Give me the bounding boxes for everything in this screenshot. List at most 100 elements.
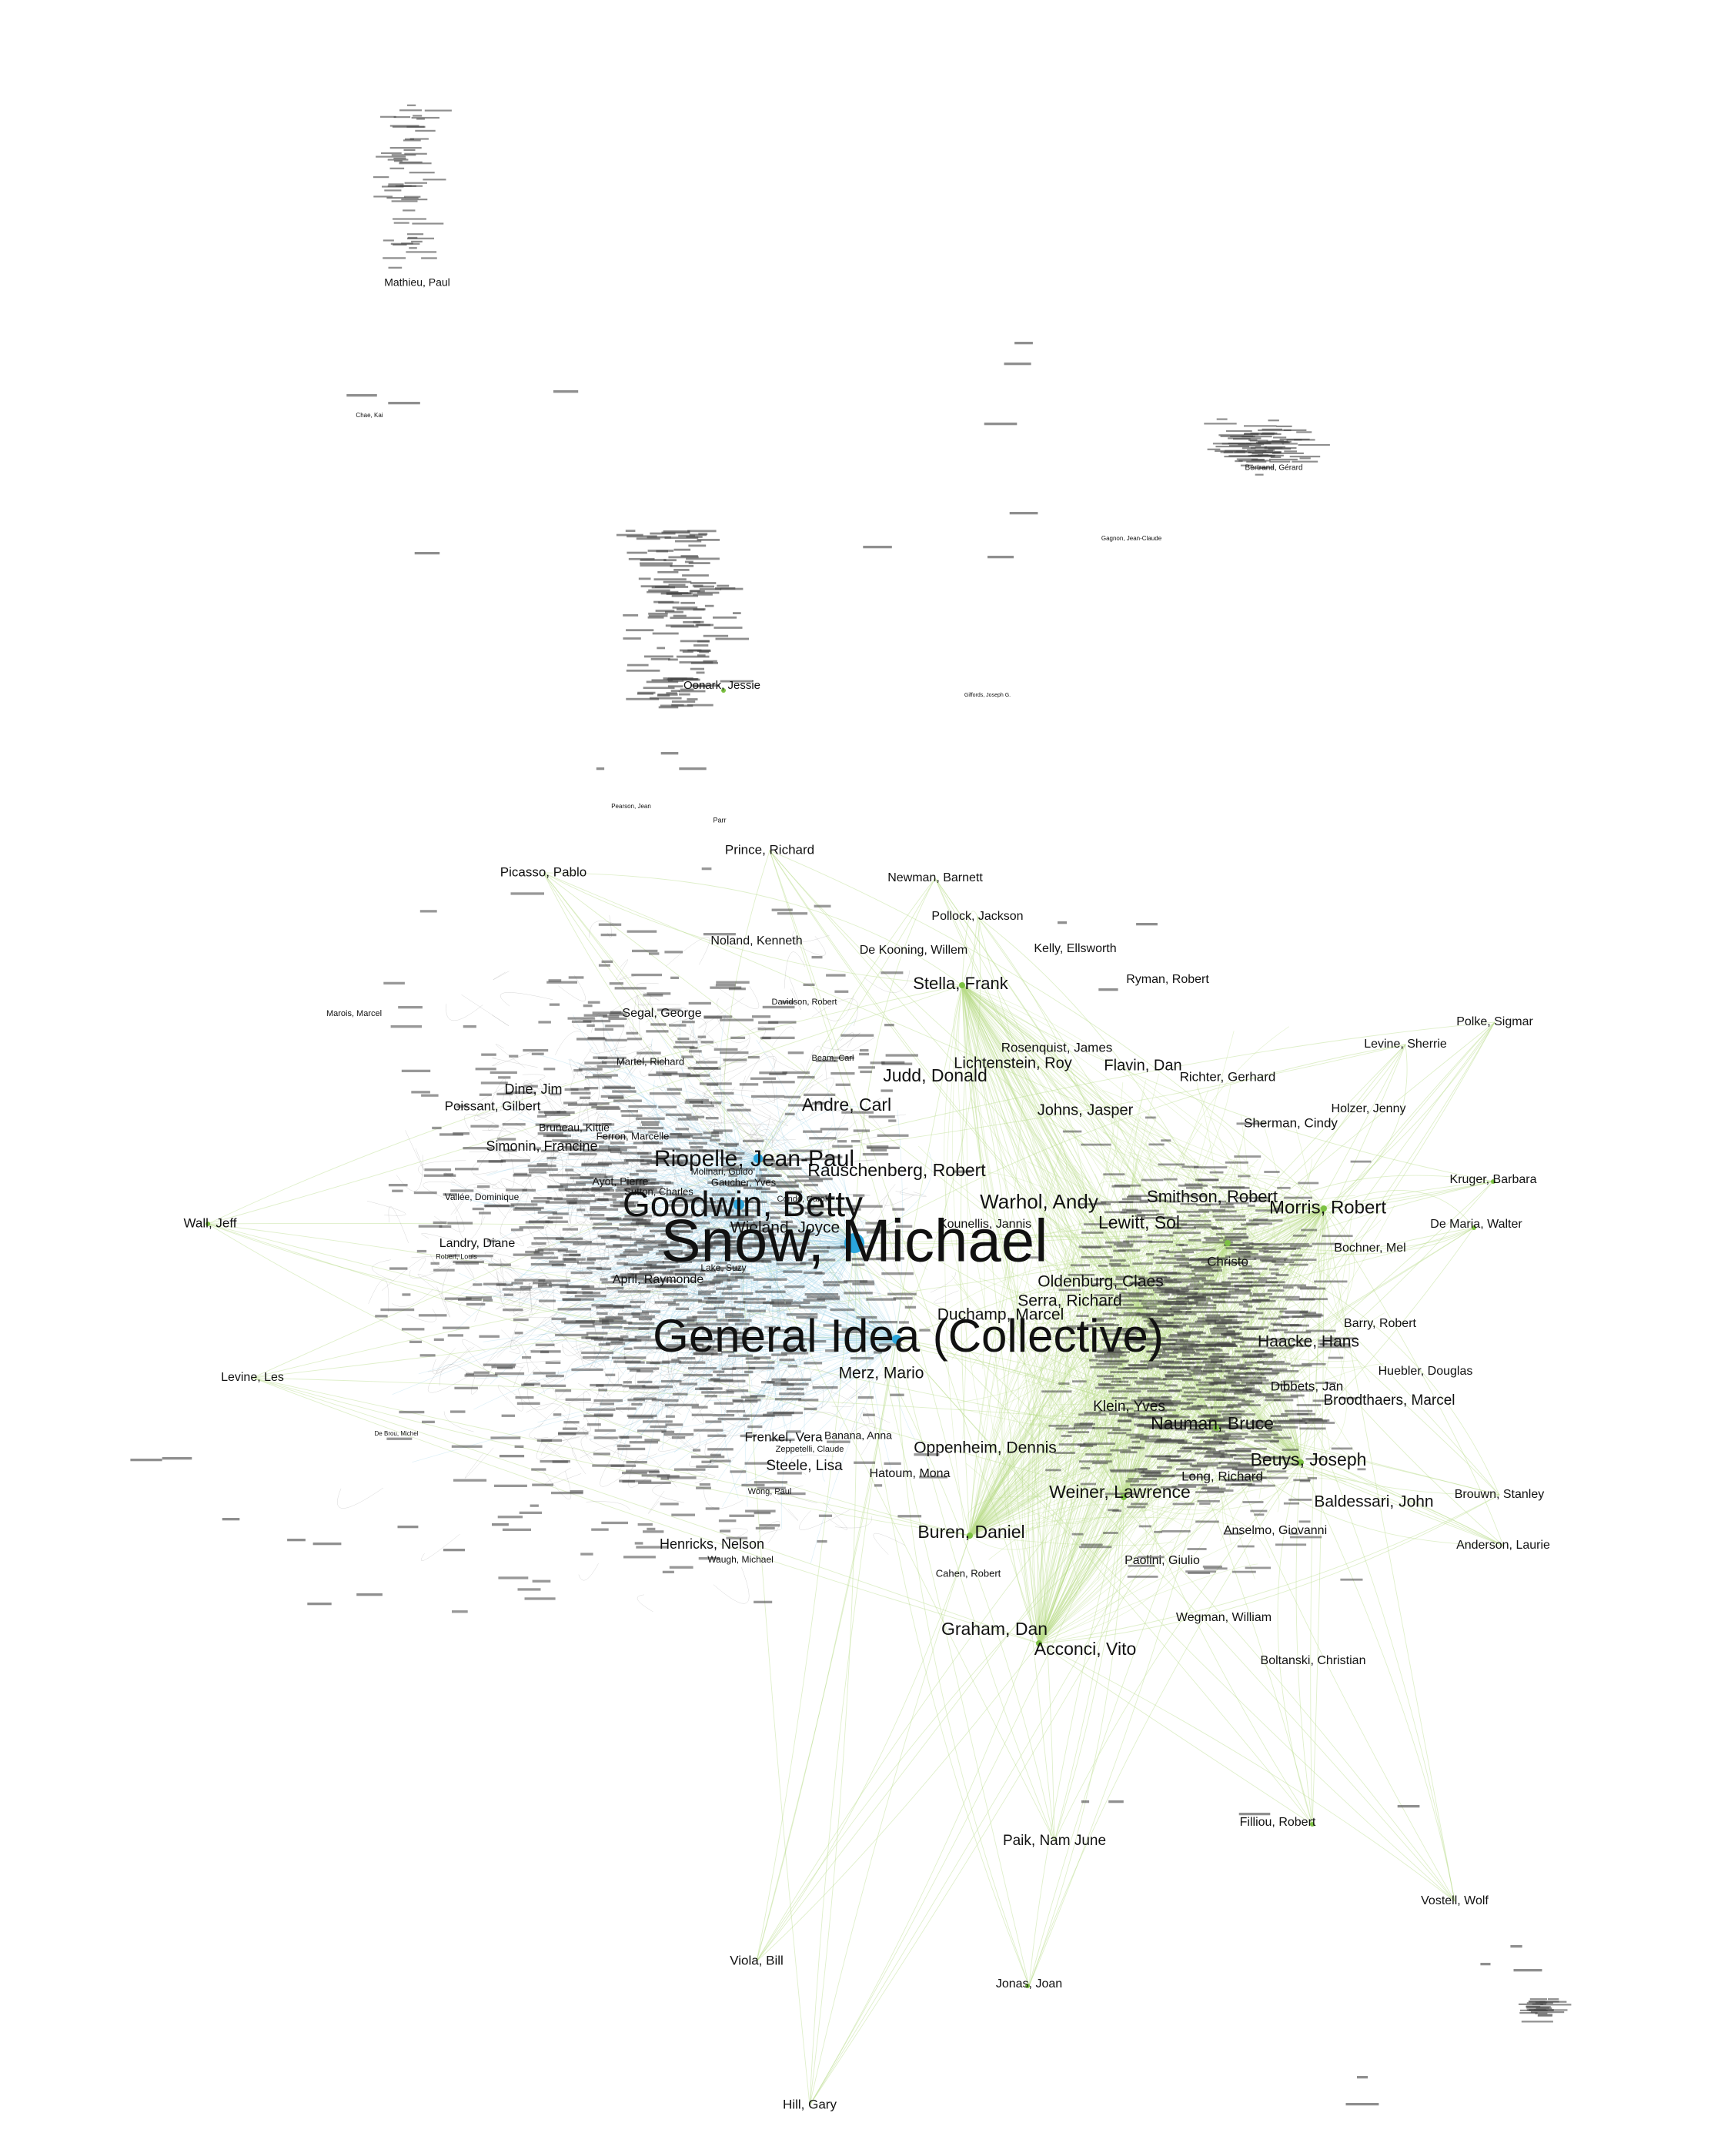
label-beuys[interactable]: Beuys, Joseph xyxy=(1251,1449,1367,1469)
label-lake[interactable]: Lake, Suzy xyxy=(700,1262,746,1273)
label-zeppetelli[interactable]: Zeppetelli, Claude xyxy=(776,1445,844,1454)
label-levine-sherrie[interactable]: Levine, Sherrie xyxy=(1364,1038,1447,1051)
label-lichtenstein[interactable]: Lichtenstein, Roy xyxy=(954,1055,1071,1071)
label-simonin[interactable]: Simonin, Francine xyxy=(486,1138,597,1154)
label-buren[interactable]: Buren, Daniel xyxy=(917,1522,1024,1542)
label-henricks[interactable]: Henricks, Nelson xyxy=(660,1536,764,1552)
label-ryman[interactable]: Ryman, Robert xyxy=(1126,973,1209,986)
label-cahen[interactable]: Cahen, Robert xyxy=(936,1567,1001,1579)
label-viola[interactable]: Viola, Bill xyxy=(730,1953,784,1967)
label-vostell[interactable]: Vostell, Wolf xyxy=(1421,1894,1489,1907)
label-chae[interactable]: Chae, Kai xyxy=(356,412,383,419)
label-waugh[interactable]: Waugh, Michael xyxy=(707,1554,774,1565)
label-sutton[interactable]: Sutton, Charles xyxy=(624,1185,693,1197)
label-lewitt[interactable]: Lewitt, Sol xyxy=(1098,1212,1180,1232)
label-paik[interactable]: Paik, Nam June xyxy=(1003,1833,1106,1849)
label-wong[interactable]: Wong, Paul xyxy=(748,1487,792,1496)
label-dine[interactable]: Dine, Jim xyxy=(504,1081,562,1097)
label-broodthaers[interactable]: Broodthaers, Marcel xyxy=(1323,1392,1455,1409)
label-klein[interactable]: Klein, Yves xyxy=(1093,1399,1165,1415)
label-ferron[interactable]: Ferron, Marcelle xyxy=(597,1130,670,1142)
label-filliou[interactable]: Filliou, Robert xyxy=(1240,1816,1316,1829)
label-poissant[interactable]: Poissant, Gilbert xyxy=(445,1098,541,1113)
label-davidson[interactable]: Davidson, Robert xyxy=(772,998,837,1007)
node-lewitt[interactable] xyxy=(1225,1240,1231,1246)
label-levine-les[interactable]: Levine, Les xyxy=(221,1371,284,1384)
label-anselmo[interactable]: Anselmo, Giovanni xyxy=(1224,1524,1327,1537)
label-wegman[interactable]: Wegman, William xyxy=(1176,1611,1272,1624)
label-anderson[interactable]: Anderson, Laurie xyxy=(1456,1539,1550,1552)
label-picasso[interactable]: Picasso, Pablo xyxy=(500,864,586,879)
label-acconci[interactable]: Acconci, Vito xyxy=(1034,1639,1137,1659)
label-vallee[interactable]: Vallée, Dominique xyxy=(445,1192,520,1202)
label-holzer[interactable]: Holzer, Jenny xyxy=(1332,1102,1406,1115)
label-jonas[interactable]: Jonas, Joan xyxy=(996,1977,1062,1991)
label-bochner[interactable]: Bochner, Mel xyxy=(1334,1242,1405,1255)
label-gaucher[interactable]: Gaucher, Yves xyxy=(711,1176,777,1188)
label-warhol[interactable]: Warhol, Andy xyxy=(980,1190,1098,1213)
label-hatoum[interactable]: Hatoum, Mona xyxy=(870,1467,951,1480)
label-giffords[interactable]: Giffords, Joseph G. xyxy=(964,693,1011,698)
label-steele[interactable]: Steele, Lisa xyxy=(766,1458,843,1474)
label-weiner[interactable]: Weiner, Lawrence xyxy=(1049,1482,1191,1502)
label-gagnon[interactable]: Gagnon, Jean-Claude xyxy=(1101,535,1162,542)
label-sherman[interactable]: Sherman, Cindy xyxy=(1244,1115,1338,1130)
label-brouwn[interactable]: Brouwn, Stanley xyxy=(1455,1488,1545,1501)
label-pollock[interactable]: Pollock, Jackson xyxy=(931,910,1023,923)
label-dibbets[interactable]: Dibbets, Jan xyxy=(1271,1379,1344,1393)
label-morris[interactable]: Morris, Robert xyxy=(1269,1197,1386,1218)
label-prince[interactable]: Prince, Richard xyxy=(725,842,814,857)
label-molinari[interactable]: Molinari, Guido xyxy=(691,1166,754,1177)
label-wall[interactable]: Wall, Jeff xyxy=(184,1215,237,1230)
label-johns[interactable]: Johns, Jasper xyxy=(1038,1101,1134,1118)
label-pearson[interactable]: Pearson, Jean xyxy=(611,803,651,810)
label-banana[interactable]: Banana, Anna xyxy=(824,1429,892,1442)
label-parr[interactable]: Parr xyxy=(713,816,726,824)
label-oonark[interactable]: Oonark, Jessie xyxy=(683,679,760,692)
label-noland[interactable]: Noland, Kenneth xyxy=(710,934,802,948)
label-newman[interactable]: Newman, Barnett xyxy=(887,871,983,884)
label-long[interactable]: Long, Richard xyxy=(1181,1469,1263,1483)
label-paolini[interactable]: Paolini, Giulio xyxy=(1125,1554,1200,1567)
label-graham[interactable]: Graham, Dan xyxy=(941,1619,1048,1639)
label-rosenquist[interactable]: Rosenquist, James xyxy=(1001,1040,1113,1055)
label-barry[interactable]: Barry, Robert xyxy=(1344,1317,1417,1330)
label-duchamp[interactable]: Duchamp, Marcel xyxy=(937,1306,1064,1324)
label-debrou[interactable]: De Brou, Michel xyxy=(375,1430,419,1437)
label-hill[interactable]: Hill, Gary xyxy=(783,2097,837,2111)
label-landry[interactable]: Landry, Diane xyxy=(439,1237,516,1250)
label-dekooning[interactable]: De Kooning, Willem xyxy=(860,944,968,957)
label-demaria[interactable]: De Maria, Walter xyxy=(1430,1218,1522,1231)
label-marois[interactable]: Marois, Marcel xyxy=(326,1009,382,1018)
label-baldessari[interactable]: Baldessari, John xyxy=(1314,1493,1433,1511)
label-oldenburg[interactable]: Oldenburg, Claes xyxy=(1038,1273,1163,1291)
label-segal[interactable]: Segal, George xyxy=(622,1007,701,1020)
label-nauman[interactable]: Nauman, Bruce xyxy=(1151,1413,1274,1433)
label-conde[interactable]: Condé, Carole xyxy=(777,1195,832,1204)
label-stella[interactable]: Stella, Frank xyxy=(913,974,1008,993)
label-oppenheim[interactable]: Oppenheim, Dennis xyxy=(914,1439,1057,1457)
label-general-idea[interactable]: General Idea (Collective) xyxy=(653,1310,1164,1362)
label-beam[interactable]: Beam, Carl xyxy=(811,1054,854,1063)
label-frenkel[interactable]: Frenkel, Vera xyxy=(744,1429,823,1444)
label-robert-l[interactable]: Robert, Louis xyxy=(436,1252,477,1260)
label-polke[interactable]: Polke, Sigmar xyxy=(1456,1015,1533,1028)
label-kounellis[interactable]: Kounellis, Jannis xyxy=(939,1218,1031,1231)
label-richter[interactable]: Richter, Gerhard xyxy=(1180,1069,1276,1084)
label-smithson[interactable]: Smithson, Robert xyxy=(1147,1187,1278,1206)
label-mathieu[interactable]: Mathieu, Paul xyxy=(384,276,450,289)
label-christo[interactable]: Christo xyxy=(1207,1254,1248,1269)
label-kruger[interactable]: Kruger, Barbara xyxy=(1450,1173,1537,1186)
label-andre[interactable]: Andre, Carl xyxy=(802,1095,891,1115)
label-martel[interactable]: Martel, Richard xyxy=(617,1055,684,1067)
label-rauschenberg[interactable]: Rauschenberg, Robert xyxy=(807,1160,986,1180)
label-boltanski[interactable]: Boltanski, Christian xyxy=(1261,1654,1366,1667)
label-wieland[interactable]: Wieland, Joyce xyxy=(730,1219,840,1237)
label-flavin[interactable]: Flavin, Dan xyxy=(1104,1057,1181,1074)
label-merz[interactable]: Merz, Mario xyxy=(839,1365,924,1382)
label-haacke[interactable]: Haacke, Hans xyxy=(1258,1333,1359,1351)
label-kelly[interactable]: Kelly, Ellsworth xyxy=(1034,942,1116,955)
label-bertrand[interactable]: Bertrand, Gérard xyxy=(1245,464,1302,473)
label-huebler[interactable]: Huebler, Douglas xyxy=(1378,1365,1473,1378)
label-april[interactable]: April, Raymonde xyxy=(613,1273,703,1286)
